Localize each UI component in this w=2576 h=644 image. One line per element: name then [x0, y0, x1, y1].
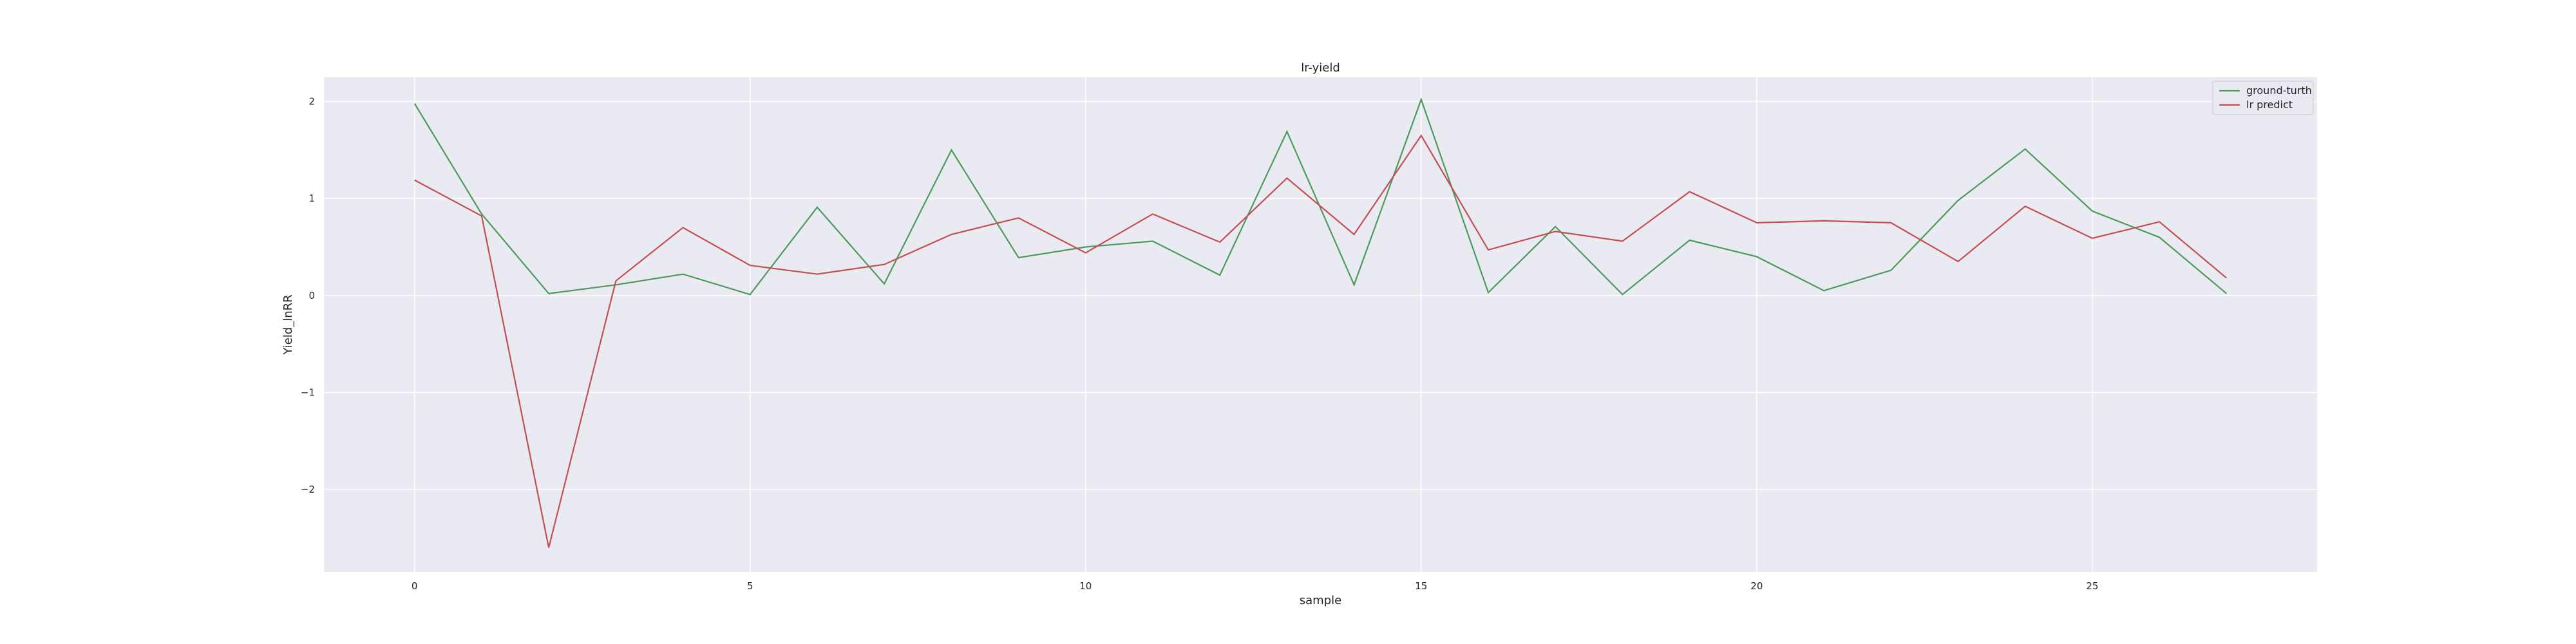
plot-area: [324, 77, 2317, 572]
series-group: [413, 97, 2228, 548]
y-tick-label: −1: [301, 386, 315, 398]
series-line-ground-turth: [413, 97, 2228, 296]
y-tick-label: 1: [308, 193, 315, 204]
y-axis-label: Yield_lnRR: [281, 294, 295, 355]
grid: [324, 77, 2317, 572]
x-tick-label: 15: [1415, 580, 1427, 592]
x-tick-label: 20: [1750, 580, 1763, 592]
legend-label-ground-turth: ground-turth: [2246, 84, 2312, 97]
y-tick-label: 0: [308, 290, 315, 301]
x-axis-label: sample: [1300, 594, 1341, 607]
chart-title: lr-yield: [1301, 61, 1340, 75]
legend: ground-turth lr predict: [2212, 80, 2314, 115]
series-line-lr-predict: [414, 134, 2228, 548]
x-tick-label: 5: [747, 580, 753, 592]
legend-box: [2212, 80, 2314, 115]
y-tick-label: −2: [301, 484, 315, 495]
legend-label-lr-predict: lr predict: [2246, 99, 2293, 111]
tick-labels: 0 5 10 15 20 25 −2 −1 0 1 2: [301, 96, 2099, 592]
y-tick-label: 2: [308, 96, 315, 108]
x-tick-label: 25: [2086, 580, 2098, 592]
x-tick-label: 10: [1079, 580, 1092, 592]
x-tick-label: 0: [412, 580, 418, 592]
